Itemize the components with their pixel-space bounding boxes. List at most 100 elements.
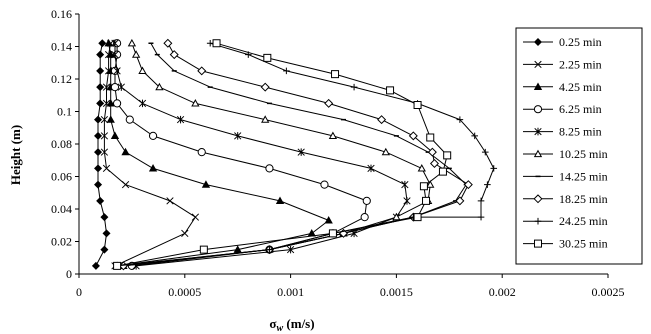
series-line [123,43,469,267]
y-tick-label: 0.02 [51,235,72,249]
series-line [108,43,330,267]
legend-item: 10.25 min [523,147,608,161]
data-point [212,39,221,48]
data-point [362,196,371,205]
data-point [360,213,369,222]
data-point [324,216,333,224]
legend: 0.25 min 2.25 min 4.25 min 6.25 min 8.25 min… [515,27,643,265]
series-6 [119,38,435,270]
data-point [148,131,158,140]
data-point [94,131,103,140]
series-line [103,43,196,267]
y-tick-label: 0.06 [51,170,72,184]
data-point [121,147,130,156]
series-line [114,43,408,267]
data-point [307,229,316,237]
data-point [426,180,435,188]
data-point [263,53,272,62]
data-point [113,261,122,270]
series-8 [118,38,473,271]
data-point [386,86,395,95]
data-point [456,116,464,123]
legend-item: 14.25 min [523,169,608,183]
data-point [102,164,111,173]
data-point [96,50,105,59]
data-point [234,132,242,140]
data-point [324,98,334,108]
data-point [408,131,418,141]
data-point [106,99,115,107]
data-point [206,39,214,47]
data-point [377,115,387,125]
data-point [533,105,543,114]
data-point [260,82,270,92]
data-point [111,50,119,59]
data-point [96,66,105,75]
data-point [417,164,426,172]
y-tick-label: 0.16 [51,7,72,21]
data-point [534,217,542,225]
series-10 [113,39,452,270]
data-point [166,197,174,205]
data-point [96,99,105,108]
series-layer [91,38,498,271]
data-point [110,83,120,92]
axes: 0 0.02 0.04 0.06 0.08 0.1 0.12 0.14 0.16 0 0.0005 0… [51,7,625,299]
legend-item: 0.25 min [523,35,602,49]
data-point [413,213,422,222]
data-point [533,82,543,90]
legend-item: 30.25 min [523,237,608,251]
data-point [131,50,141,58]
data-point [138,99,147,108]
data-point [367,164,375,173]
data-point [419,182,428,191]
x-tick-label: 0.001 [277,285,304,299]
data-point [403,197,411,205]
data-point [117,83,125,91]
y-tick-label: 0.1 [57,105,72,119]
data-point [110,131,120,140]
data-point [534,60,542,69]
data-point [104,38,113,47]
y-tick-label: 0.04 [51,202,72,216]
legend-label: 18.25 min [559,192,608,206]
data-point [94,148,103,157]
data-point [100,132,109,140]
data-point [265,164,274,173]
x-axis-title-subscript: w [276,323,283,334]
data-point [100,213,109,222]
data-point [413,101,422,109]
data-point [113,67,121,75]
series-3 [104,38,333,270]
data-point [121,180,130,189]
legend-label: 8.25 min [559,125,602,139]
data-point [125,115,134,124]
data-point [176,115,185,124]
data-point [533,149,543,158]
y-tick-label: 0.08 [51,137,72,151]
data-point [94,180,103,189]
series-7 [116,42,469,267]
data-point [328,229,337,238]
data-point [261,115,270,123]
data-point [422,196,431,205]
data-point [534,239,542,248]
data-point [381,147,390,156]
data-point [490,165,498,172]
legend-box [515,27,643,265]
x-tick-label: 0.002 [489,285,516,299]
data-point [533,37,543,47]
y-axis-title: Height (m) [8,125,23,185]
legend-label: 10.25 min [559,147,608,161]
data-point [163,38,173,48]
x-tick-label: 0.0015 [380,285,413,299]
data-point [350,83,358,91]
legend-label: 6.25 min [559,102,602,116]
data-point [266,246,273,253]
x-axis-title-symbol: σ [269,316,276,331]
data-point [484,181,491,188]
data-point [155,82,164,91]
x-axis-title: σw (m/s) [269,316,314,334]
data-point [106,115,115,123]
